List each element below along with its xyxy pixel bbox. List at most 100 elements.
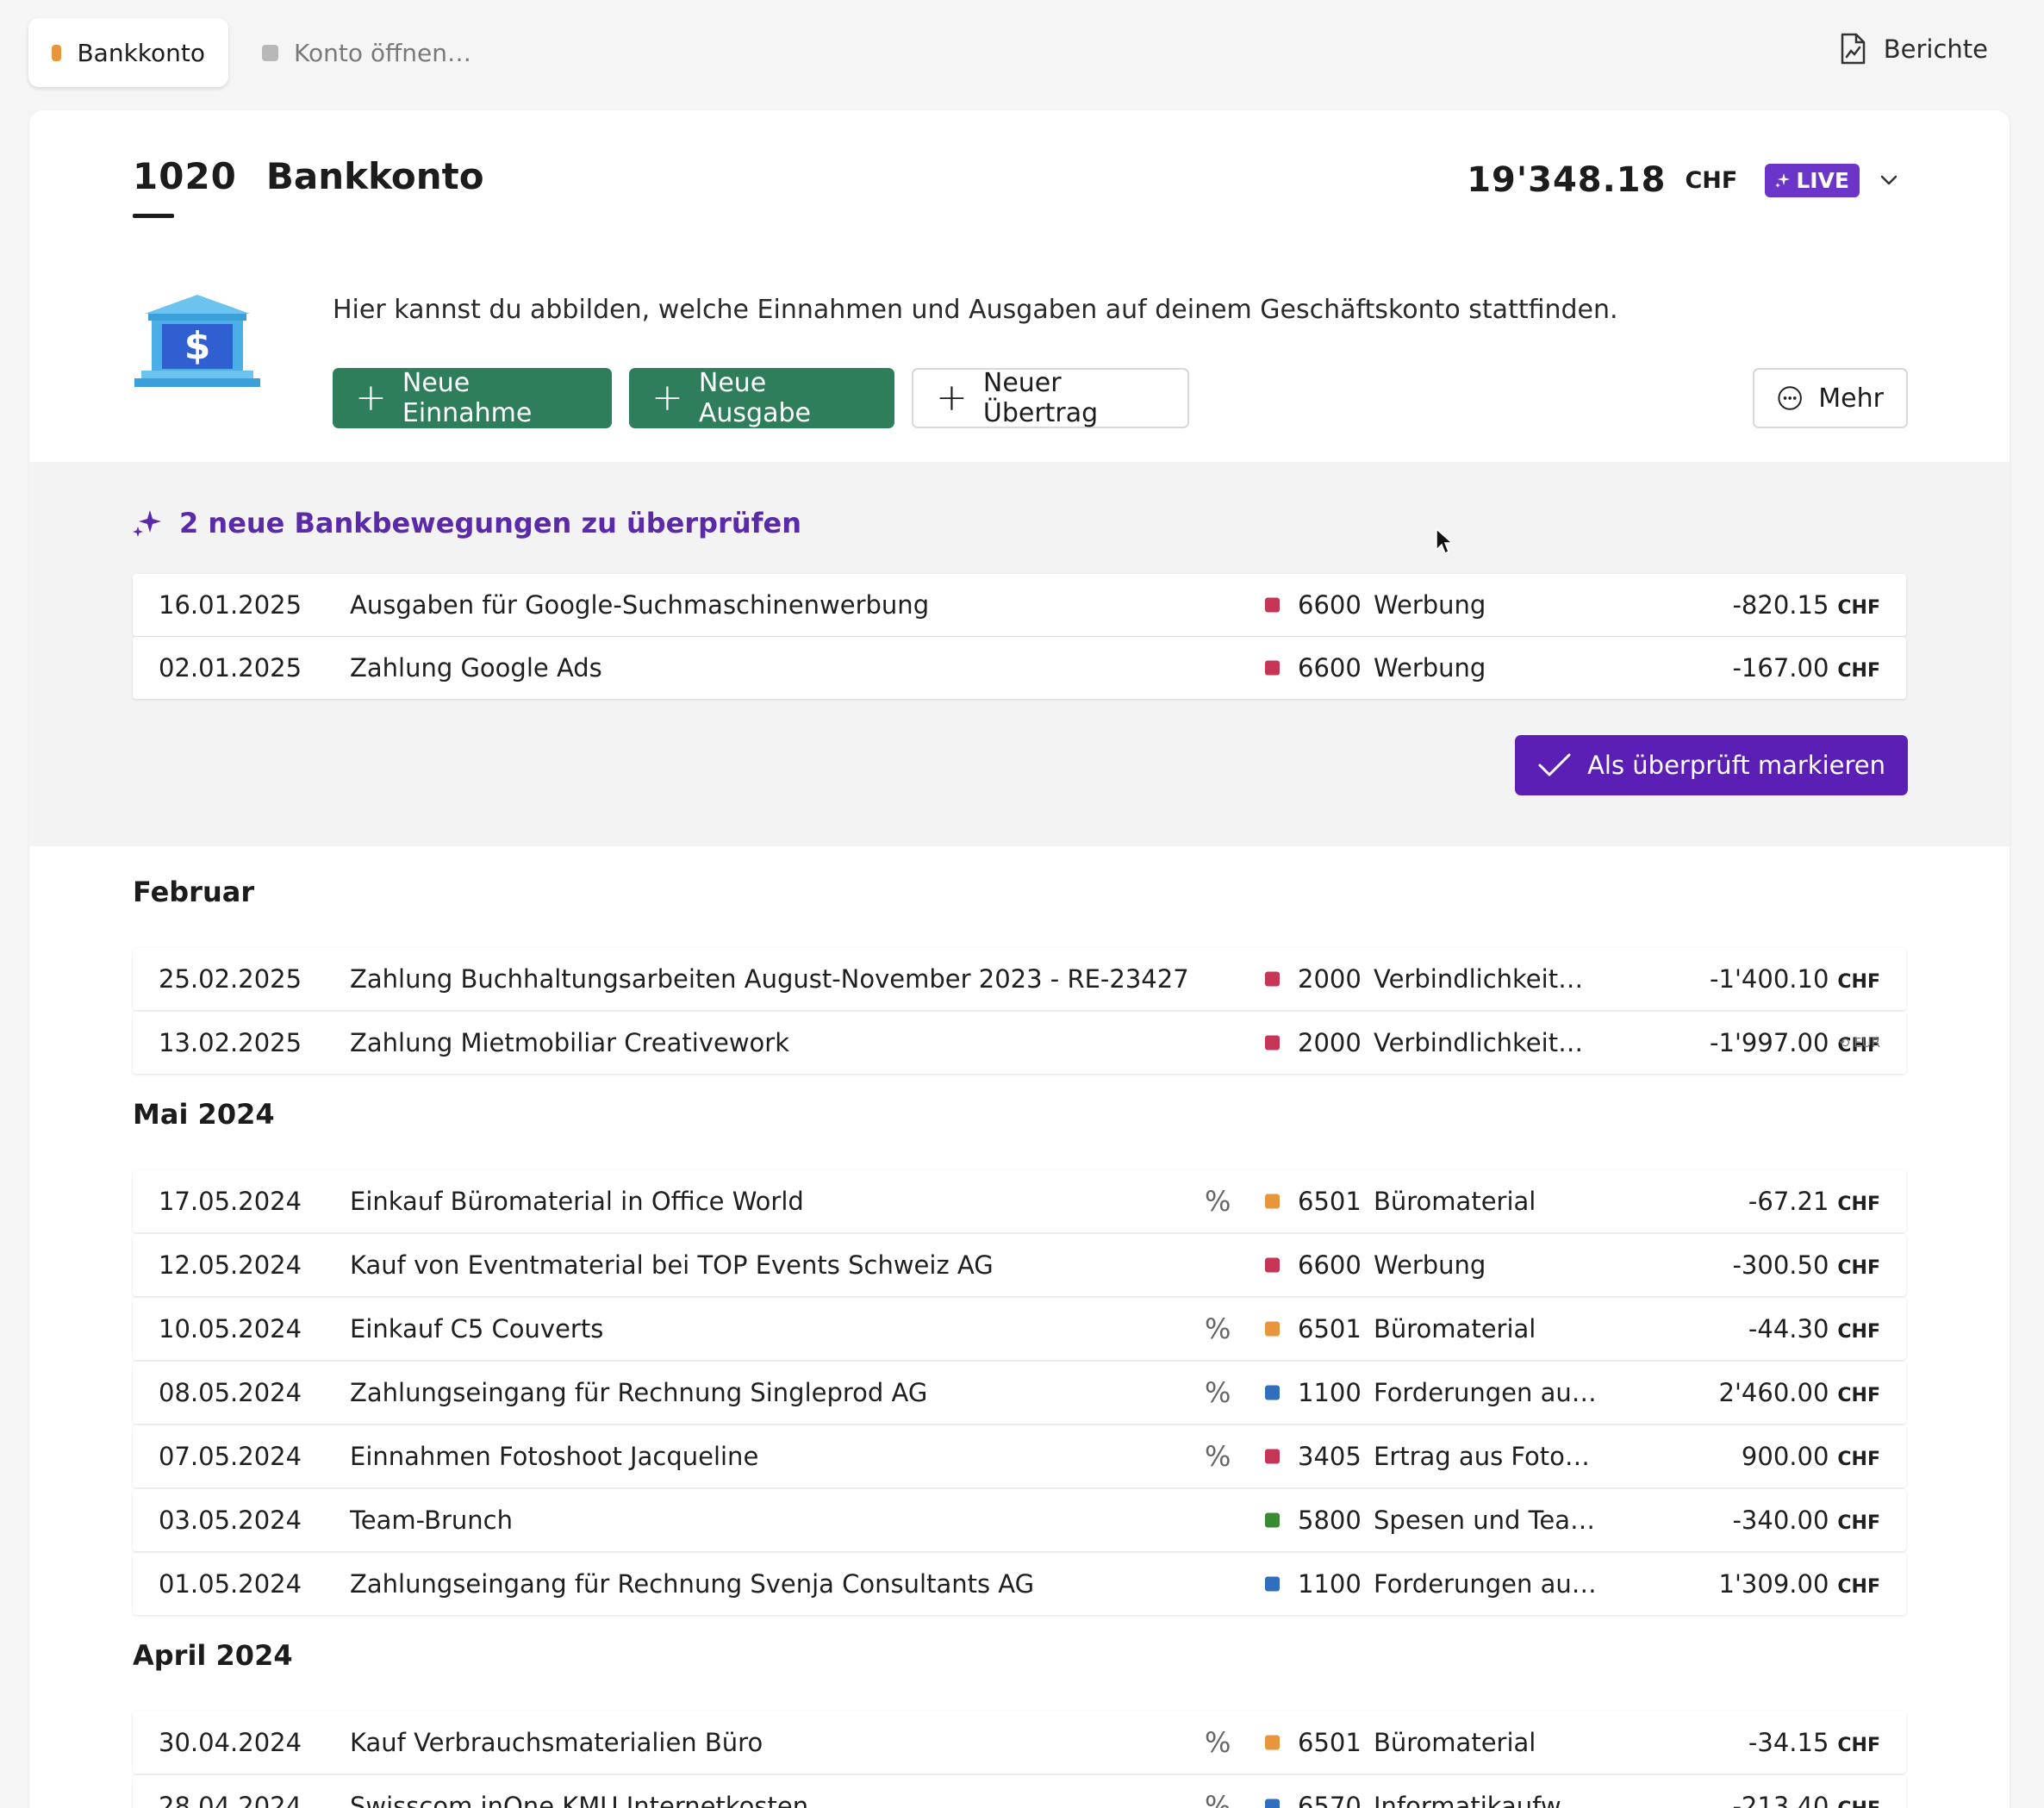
amount-value: -1'400.10: [1710, 964, 1829, 994]
new-expense-label: Neue Ausgabe: [698, 368, 811, 428]
amount-currency: CHF: [1837, 597, 1880, 619]
new-income-button[interactable]: + Neue Einnahme: [333, 368, 612, 428]
month-heading: Mai 2024: [133, 1098, 275, 1131]
amount-value: -300.50: [1732, 1250, 1829, 1280]
transaction-amount: -34.15 CHF: [1748, 1728, 1880, 1757]
account-balance[interactable]: 19'348.18 CHF LIVE: [1467, 160, 1899, 200]
account-category: Werbung: [1374, 653, 1486, 683]
account-code: 1100: [1298, 1569, 1362, 1599]
transaction-date: 28.04.2024: [159, 1792, 302, 1808]
category-color-dot: [1265, 1799, 1280, 1808]
new-transfer-button[interactable]: + Neuer Übertrag: [912, 368, 1189, 428]
new-expense-button[interactable]: + Neue Ausgabe: [629, 368, 894, 428]
reports-button[interactable]: Berichte: [1839, 33, 1988, 65]
account-code: 2000: [1298, 964, 1362, 994]
transaction-row[interactable]: 13.02.2025 Zahlung Mietmobiliar Creativew…: [133, 1012, 1906, 1074]
transaction-amount: -820.15 CHF: [1732, 590, 1880, 620]
category-color-dot: [1265, 1035, 1280, 1051]
tab-bankkonto[interactable]: Bankkonto: [28, 18, 228, 87]
amount-value: -1'997.00: [1710, 1028, 1829, 1057]
amount-currency: CHF: [1837, 1194, 1880, 1215]
plus-icon: +: [936, 376, 968, 420]
more-button[interactable]: Mehr: [1753, 368, 1908, 428]
transaction-row[interactable]: 01.05.2024 Zahlungseingang für Rechnung S…: [133, 1553, 1906, 1615]
transaction-row[interactable]: 07.05.2024 Einnahmen Fotoshoot Jacqueline…: [133, 1425, 1906, 1487]
transaction-row[interactable]: 10.05.2024 Einkauf C5 Couverts% 6501 Büroma…: [133, 1298, 1906, 1360]
transaction-amount: -67.21 CHF: [1748, 1187, 1880, 1216]
amount-value: 2'460.00: [1718, 1378, 1829, 1407]
amount-currency: CHF: [1837, 660, 1880, 682]
bank-building-icon: $: [134, 295, 260, 387]
transaction-row[interactable]: 25.02.2025 Zahlung Buchhaltungsarbeiten A…: [133, 948, 1906, 1010]
transaction-amount: -213.40 CHF: [1732, 1792, 1880, 1808]
account-tab-indicator: [133, 214, 174, 218]
account-category: Werbung: [1374, 590, 1486, 620]
account-category: Informatikaufw…: [1374, 1792, 1586, 1808]
transaction-date: 01.05.2024: [159, 1569, 302, 1599]
transaction-amount: 1'309.00 CHF: [1719, 1569, 1881, 1599]
amount-currency: CHF: [1837, 1576, 1880, 1598]
account-code: 5800: [1298, 1506, 1362, 1535]
account-category: Ertrag aus Foto…: [1374, 1442, 1590, 1471]
tab-open-account[interactable]: Konto öffnen…: [239, 18, 495, 87]
transaction-row[interactable]: 16.01.2025 Ausgaben für Google-Suchmaschi…: [133, 574, 1906, 636]
transaction-date: 13.02.2025: [159, 1028, 302, 1057]
account-category: Werbung: [1374, 1250, 1486, 1280]
transaction-description: Team-Brunch: [350, 1506, 513, 1535]
transaction-date: 08.05.2024: [159, 1378, 302, 1407]
transaction-description: Einkauf Büromaterial in Office World: [350, 1187, 804, 1216]
account-code: 6501: [1298, 1187, 1362, 1216]
transaction-description: Zahlungseingang für Rechnung Svenja Cons…: [350, 1569, 1035, 1599]
vat-percent-icon: %: [1205, 1726, 1231, 1759]
amount-value: 1'309.00: [1718, 1569, 1829, 1599]
amount-value: -34.15: [1748, 1728, 1829, 1757]
transaction-date: 16.01.2025: [159, 590, 302, 620]
account-code: 6600: [1298, 1250, 1362, 1280]
transaction-amount: -300.50 CHF: [1732, 1250, 1880, 1280]
amount-value: -820.15: [1732, 590, 1829, 620]
intro-text: Hier kannst du abbilden, welche Einnahme…: [333, 295, 1618, 325]
plus-icon: +: [651, 376, 683, 420]
check-icon: [1538, 753, 1571, 776]
transaction-description: Zahlungseingang für Rechnung Singleprod …: [350, 1378, 928, 1407]
vat-percent-icon: %: [1205, 1312, 1231, 1345]
account-number: 1020: [133, 155, 237, 197]
vat-percent-icon: %: [1205, 1185, 1231, 1218]
account-category: Forderungen au…: [1374, 1378, 1597, 1407]
amount-currency: CHF: [1837, 1449, 1880, 1470]
account-code: 6600: [1298, 653, 1362, 683]
mouse-cursor-icon: [1436, 527, 1454, 555]
account-name: Bankkonto: [265, 155, 484, 197]
balance-value: 19'348.18: [1467, 160, 1667, 200]
sparkle-icon: [133, 510, 161, 537]
amount-value: -67.21: [1748, 1187, 1829, 1216]
transaction-row[interactable]: 30.04.2024 Kauf Verbrauchsmaterialien Bür…: [133, 1711, 1906, 1774]
foreign-currency-note: ⟲ EUR: [1838, 1035, 1880, 1051]
category-color-dot: [1265, 1576, 1280, 1592]
transaction-row[interactable]: 28.04.2024 Swisscom inOne KMU Internetkos…: [133, 1775, 1906, 1808]
transaction-row[interactable]: 17.05.2024 Einkauf Büromaterial in Office…: [133, 1170, 1906, 1232]
account-header: 1020 Bankkonto: [133, 155, 484, 197]
amount-currency: CHF: [1837, 1799, 1880, 1808]
transaction-amount: -1'997.00 CHF: [1710, 1028, 1880, 1057]
amount-currency: CHF: [1837, 1735, 1880, 1756]
category-color-dot: [1265, 1385, 1280, 1400]
new-income-label: Neue Einnahme: [402, 368, 533, 428]
more-dots-icon: [1778, 386, 1802, 410]
transaction-row[interactable]: 03.05.2024 Team-Brunch 5800 Spesen und Tea……: [133, 1489, 1906, 1551]
transaction-row[interactable]: 12.05.2024 Kauf von Eventmaterial bei TOP…: [133, 1234, 1906, 1296]
tab-color-dot: [52, 44, 62, 61]
live-label: LIVE: [1796, 167, 1849, 193]
transaction-row[interactable]: 08.05.2024 Zahlungseingang für Rechnung S…: [133, 1362, 1906, 1424]
account-category: Spesen und Tea…: [1374, 1506, 1595, 1535]
category-color-dot: [1265, 1512, 1280, 1528]
transaction-date: 30.04.2024: [159, 1728, 302, 1757]
chevron-down-icon[interactable]: [1879, 170, 1899, 190]
transaction-amount: -1'400.10 CHF: [1710, 964, 1880, 994]
sparkle-icon: [1775, 173, 1791, 188]
transaction-row[interactable]: 02.01.2025 Zahlung Google Ads 6600 Werbung -…: [133, 637, 1906, 699]
account-category: Verbindlichkeit…: [1374, 964, 1584, 994]
mark-reviewed-button[interactable]: Als überprüft markieren: [1515, 735, 1908, 795]
vat-percent-icon: %: [1205, 1376, 1231, 1409]
transaction-description: Zahlung Mietmobiliar Creativework: [350, 1028, 789, 1057]
